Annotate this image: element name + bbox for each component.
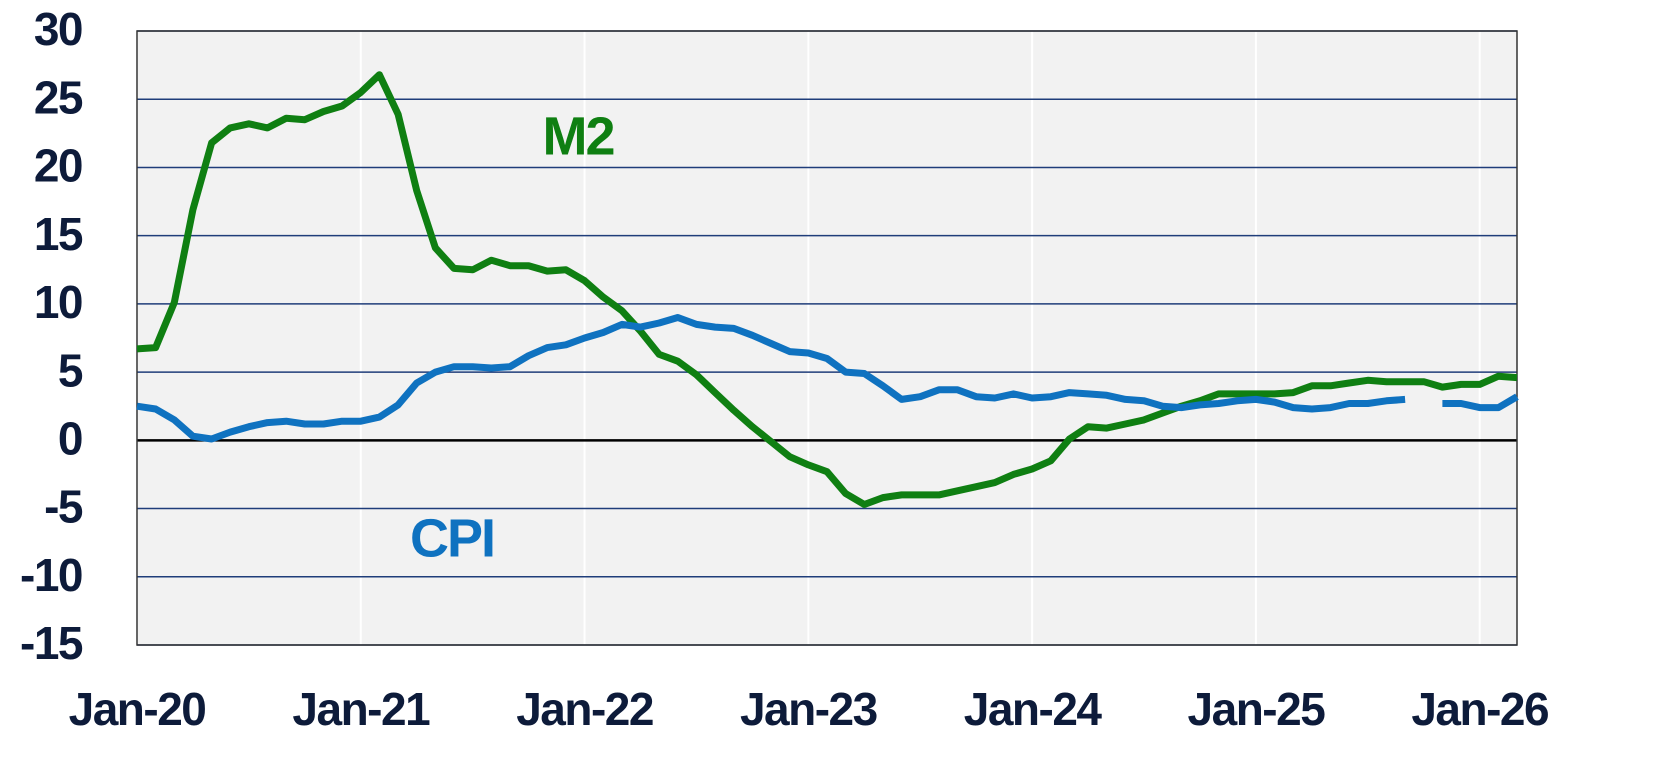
y-tick-label: 30: [34, 3, 82, 55]
series-label: M2: [542, 106, 613, 166]
y-tick-label: -15: [20, 617, 83, 669]
y-tick-label: 20: [34, 140, 82, 192]
y-tick-label: 25: [34, 71, 83, 123]
y-tick-label: 15: [34, 208, 83, 260]
series-line: [136, 314, 1406, 443]
x-tick-label: Jan-26: [1411, 683, 1548, 735]
y-tick-label: -10: [20, 549, 82, 601]
y-tick-label: -5: [44, 481, 83, 533]
y-tick-label: 5: [58, 344, 83, 396]
plot-area: [137, 31, 1517, 645]
series-line: [1442, 393, 1519, 412]
x-tick-label: Jan-22: [516, 683, 653, 735]
x-tick-label: Jan-24: [964, 683, 1103, 735]
y-tick-label: 0: [58, 412, 82, 464]
plot-border: [136, 30, 1518, 646]
x-tick-label: Jan-20: [69, 683, 206, 735]
x-tick-label: Jan-21: [292, 683, 430, 735]
series-label: CPI: [410, 508, 494, 568]
series-line: [136, 71, 1518, 508]
x-tick-label: Jan-25: [1188, 683, 1326, 735]
x-tick-label: Jan-23: [740, 683, 877, 735]
y-tick-label: 10: [34, 276, 82, 328]
